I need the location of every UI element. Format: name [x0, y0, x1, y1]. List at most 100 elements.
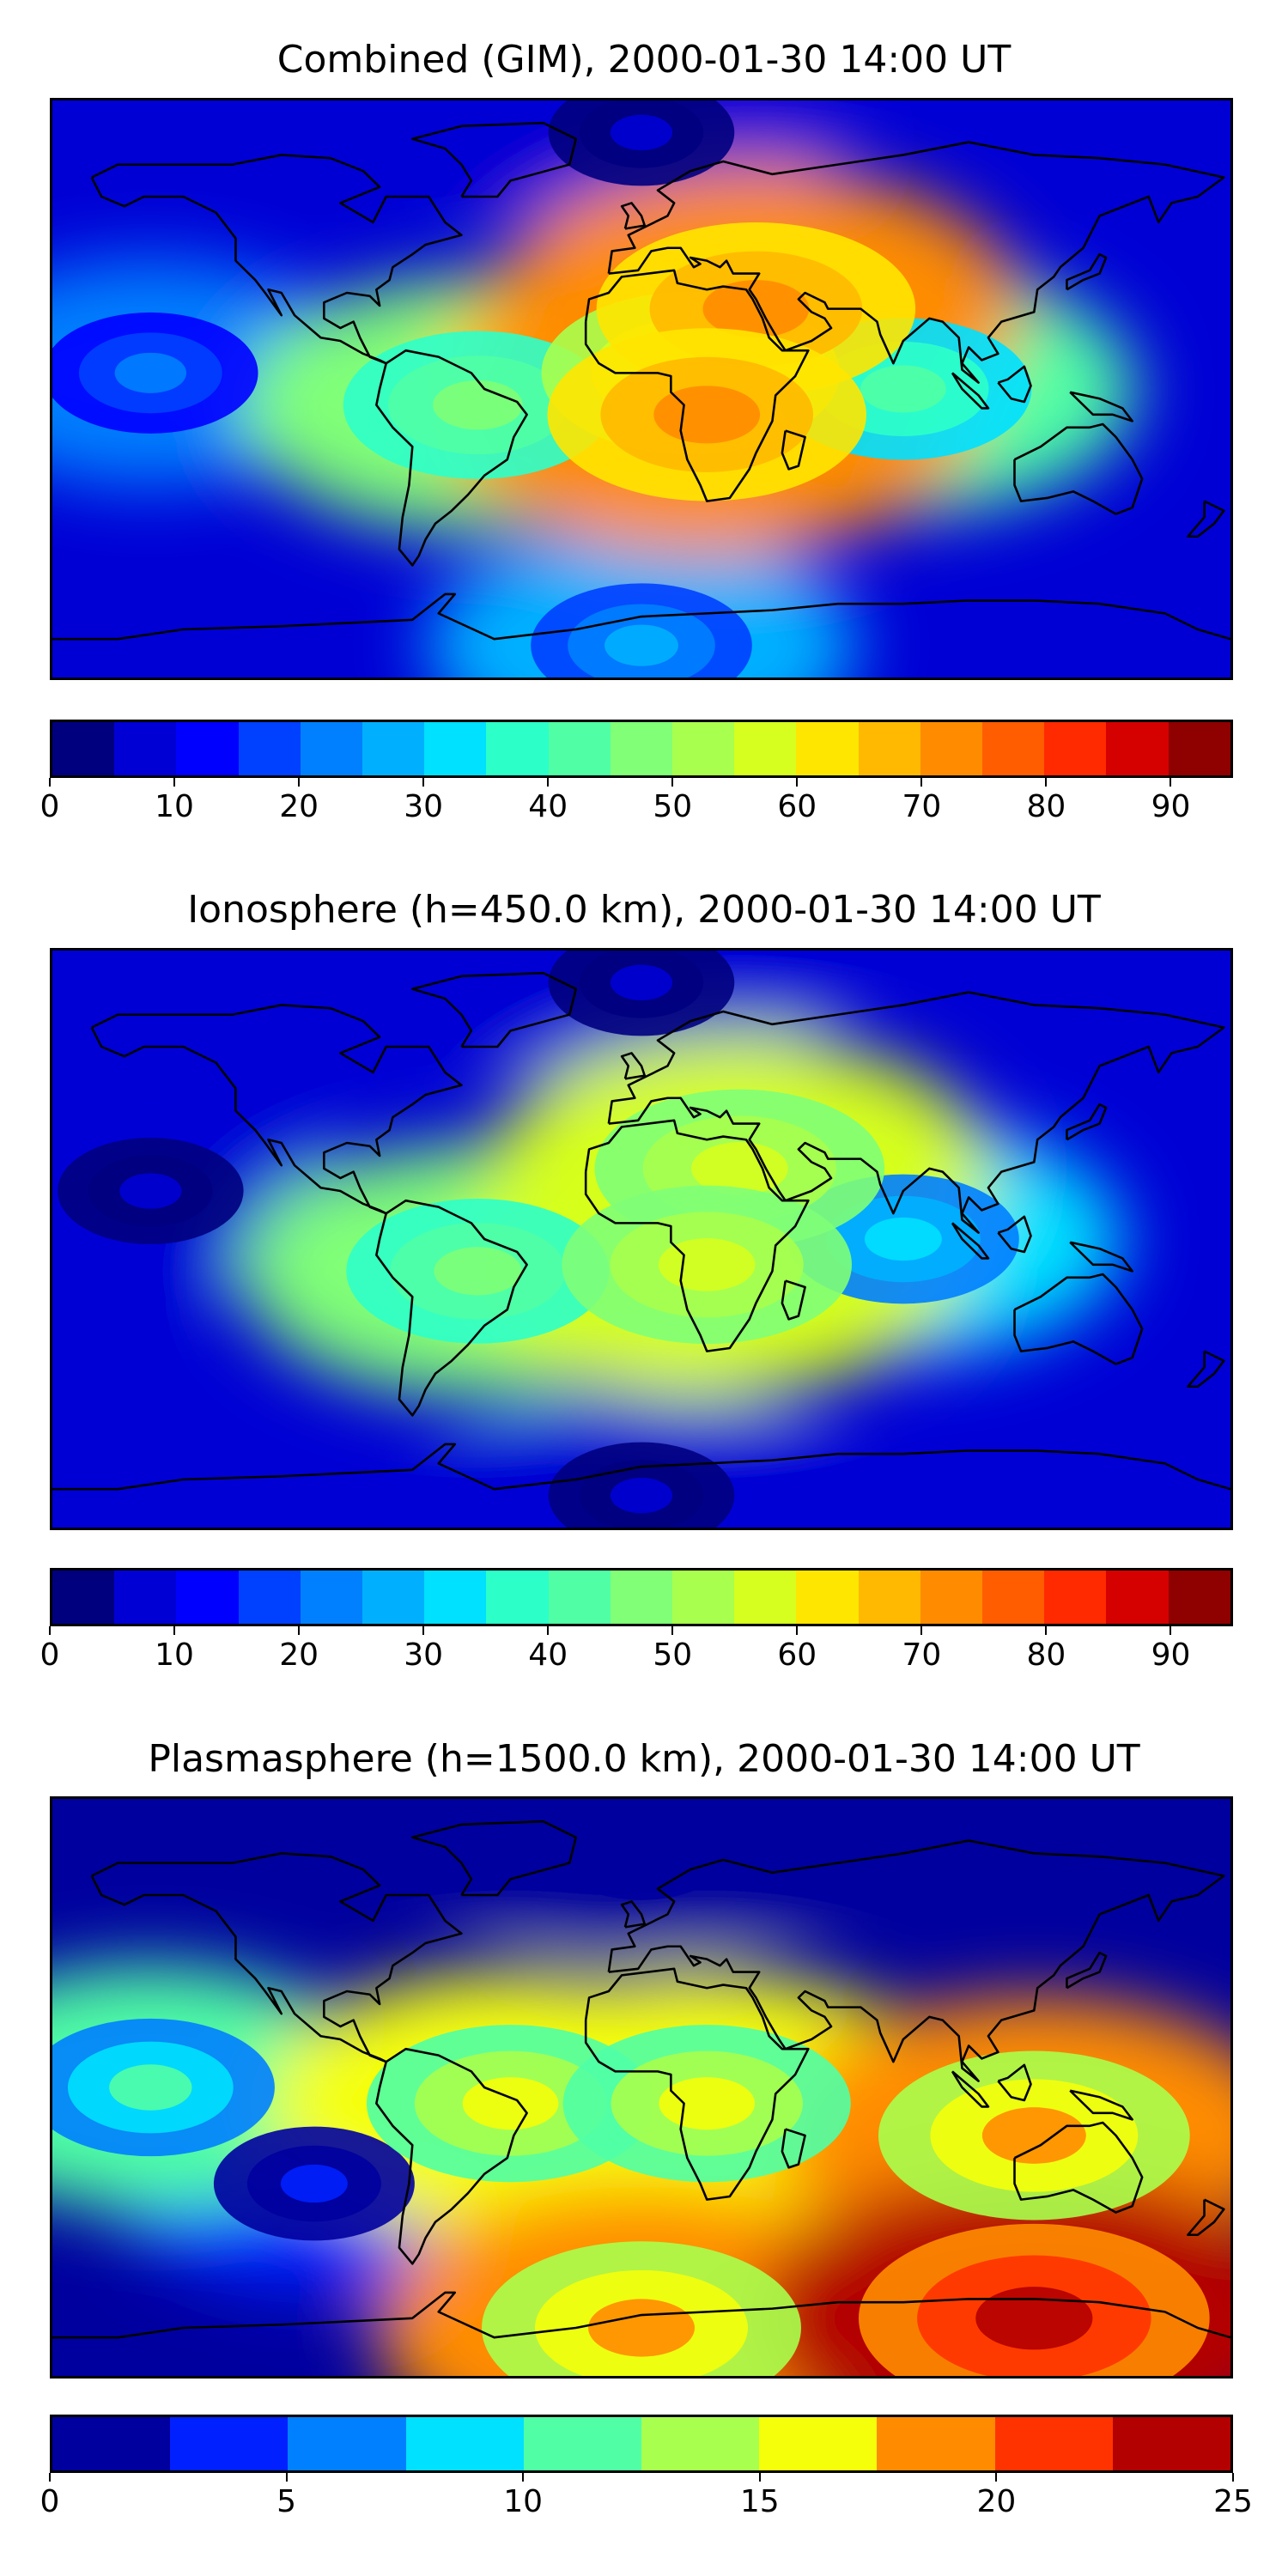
colorbar-segment — [486, 722, 549, 775]
panel2-heatmap — [52, 951, 1230, 1528]
colorbar-segment — [523, 2417, 642, 2470]
panel2-colorbar — [50, 1568, 1233, 1626]
colorbar-segment — [858, 722, 920, 775]
coastline-madagascar — [781, 1279, 806, 1321]
panel1-map — [50, 98, 1233, 680]
coastline-new-zealand — [1187, 500, 1225, 538]
colorbar-tick-label: 5 — [276, 2484, 297, 2519]
core-south-pacific-low — [280, 2164, 348, 2203]
coastline-south-america — [375, 1199, 528, 1417]
coastline-japan — [1066, 1103, 1108, 1141]
coastline-australia — [1013, 2121, 1144, 2214]
core-pacific-night — [114, 352, 187, 393]
colorbar-segment — [610, 1571, 673, 1624]
colorbar-segment — [300, 1571, 363, 1624]
colorbar-tick-label: 70 — [902, 789, 942, 824]
panel3-title: Plasmasphere (h=1500.0 km), 2000-01-30 1… — [148, 1737, 1140, 1781]
coastline-borneo — [997, 2063, 1032, 2102]
colorbar-tick — [422, 778, 425, 787]
colorbar-segment — [362, 722, 425, 775]
coastline-antarctica — [52, 2291, 1230, 2339]
coastline-eurasia — [607, 991, 1225, 1234]
colorbar-tick-label: 25 — [1213, 2484, 1253, 2519]
coastline-madagascar — [781, 2128, 806, 2169]
colorbar-segment — [52, 1571, 115, 1624]
colorbar-segment — [486, 1571, 549, 1624]
colorbar-tick — [1045, 1626, 1048, 1635]
colorbar-tick — [547, 778, 550, 787]
colorbar-segment — [610, 722, 673, 775]
coastline-madagascar — [781, 429, 806, 471]
colorbar-tick — [920, 778, 923, 787]
colorbar-tick-label: 90 — [1151, 789, 1191, 824]
core-south-africa-peak — [653, 386, 761, 444]
colorbar-tick-label: 50 — [653, 1637, 693, 1673]
core-tropics — [109, 2064, 192, 2111]
core-north-polar — [611, 1829, 672, 1865]
core-indian-ocean — [864, 1217, 942, 1261]
colorbar-tick — [49, 1626, 51, 1635]
coastline-north-america — [90, 154, 463, 365]
coastline-new-zealand — [1187, 1350, 1225, 1388]
colorbar-segment — [548, 1571, 611, 1624]
core-pacific-night — [119, 1173, 182, 1209]
colorbar-segment — [877, 2417, 995, 2470]
core-indian-ocean — [860, 365, 946, 413]
panel1-title: Combined (GIM), 2000-01-30 14:00 UT — [276, 38, 1012, 82]
coastlines — [52, 971, 1230, 1491]
core-southern-band — [588, 2299, 695, 2357]
core-south-america — [433, 380, 523, 430]
colorbar-tick — [1045, 778, 1048, 787]
coastline-new-guinea — [1069, 1241, 1133, 1273]
colorbar-tick — [547, 1626, 550, 1635]
core-australia-peak — [981, 2107, 1086, 2164]
colorbar-segment — [170, 2417, 289, 2470]
colorbar-segment — [994, 2417, 1113, 2470]
panel1-colorbar — [50, 720, 1233, 778]
colorbar-tick — [298, 778, 301, 787]
colorbar-tick — [671, 1626, 674, 1635]
colorbar-segment — [424, 1571, 487, 1624]
colorbar-segment — [288, 2417, 406, 2470]
coastline-antarctica — [52, 1443, 1230, 1491]
coastline-australia — [1013, 422, 1144, 515]
core-africa-peak — [659, 2077, 756, 2130]
panel3-colorbar — [50, 2415, 1233, 2473]
core-south-polar — [610, 1477, 673, 1514]
coastline-south-america — [375, 349, 528, 567]
core-north-polar — [610, 114, 673, 151]
colorbar-segment — [1044, 722, 1107, 775]
colorbar-segment — [759, 2417, 878, 2470]
colorbar-tick-label: 0 — [39, 1637, 60, 1673]
core-south-polar — [605, 624, 678, 666]
colorbar-segment — [796, 1571, 859, 1624]
colorbar-tick — [173, 1626, 176, 1635]
colorbar-segment — [1112, 2417, 1231, 2470]
colorbar-tick — [995, 2473, 998, 2482]
colorbar-tick — [796, 1626, 799, 1635]
colorbar-segment — [405, 2417, 524, 2470]
panel3-map — [50, 1796, 1233, 2379]
panel1-heatmap — [52, 100, 1230, 677]
coastline-greenland — [410, 1820, 578, 1897]
coastline-australia — [1013, 1273, 1144, 1365]
coastline-borneo — [997, 365, 1032, 404]
colorbar-tick-label: 0 — [39, 789, 60, 824]
colorbar-segment — [238, 722, 301, 775]
colorbar-tick — [920, 1626, 923, 1635]
coastline-north-america — [90, 1004, 463, 1215]
panel2-colorbar-ticks: 0 10 20 30 40 50 60 70 80 90 — [40, 1626, 1233, 1678]
colorbar-segment — [982, 1571, 1045, 1624]
colorbar-tick — [49, 2473, 51, 2482]
colorbar-segment — [424, 722, 487, 775]
coastlines — [52, 1820, 1230, 2339]
colorbar-segment — [548, 722, 611, 775]
coastline-eurasia — [607, 1839, 1225, 2082]
colorbar-tick — [285, 2473, 288, 2482]
colorbar-tick — [671, 778, 674, 787]
coastlines — [52, 121, 1230, 641]
core-brazil-peak — [462, 2077, 559, 2130]
core-north-polar — [610, 964, 673, 1001]
colorbar-tick-label: 40 — [528, 789, 568, 824]
panel2-map — [50, 948, 1233, 1530]
